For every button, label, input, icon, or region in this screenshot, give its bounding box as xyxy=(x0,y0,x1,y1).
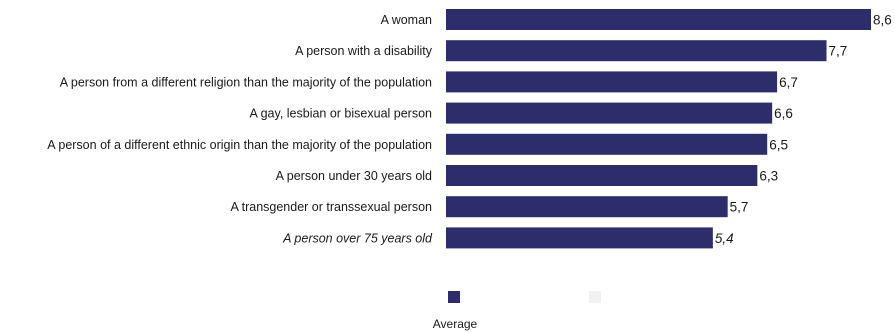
bar xyxy=(446,196,728,218)
value-label: 7,7 xyxy=(829,44,848,59)
bar xyxy=(446,133,768,155)
category-label: A person of a different ethnic origin th… xyxy=(47,138,432,152)
legend: Average xyxy=(433,291,601,331)
bar xyxy=(446,165,758,186)
bar xyxy=(446,40,827,62)
value-label: 6,6 xyxy=(774,106,793,121)
value-labels: 8,6 7,7 6,7 6,6 6,5 6,3 5,7 5,4 xyxy=(715,13,892,246)
category-label: A person over 75 years old xyxy=(282,231,433,245)
bar-group xyxy=(446,9,871,249)
bar xyxy=(446,102,773,124)
bar xyxy=(446,71,778,93)
legend-swatch-secondary xyxy=(589,291,601,303)
category-label: A person under 30 years old xyxy=(276,169,432,183)
value-label: 6,3 xyxy=(759,169,778,184)
value-label: 6,5 xyxy=(769,137,788,152)
category-label: A person from a different religion than … xyxy=(60,75,432,89)
category-labels: A woman A person with a disability A perso… xyxy=(47,13,433,245)
category-label: A transgender or transsexual person xyxy=(230,200,432,214)
value-label: 8,6 xyxy=(873,13,892,28)
value-label: 5,7 xyxy=(730,200,749,215)
category-label: A woman xyxy=(381,13,432,27)
value-label: 5,4 xyxy=(715,231,734,246)
value-label: 6,7 xyxy=(779,75,798,90)
legend-swatch-average xyxy=(448,291,460,303)
bar xyxy=(446,9,871,30)
category-label: A gay, lesbian or bisexual person xyxy=(249,107,432,121)
bar xyxy=(446,227,713,249)
category-label: A person with a disability xyxy=(295,44,433,58)
legend-label-average: Average xyxy=(433,317,478,331)
